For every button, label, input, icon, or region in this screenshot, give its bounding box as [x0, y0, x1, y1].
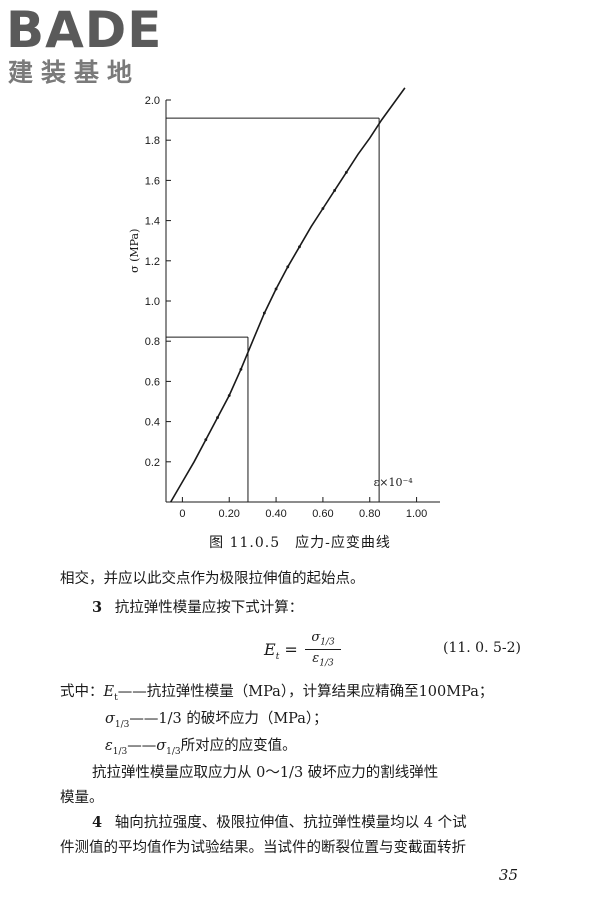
equation-fraction: σ1/3 ε1/3 — [305, 630, 341, 668]
item-4-line2: 件测值的平均值作为试验结果。当试件的断裂位置与变截面转折 — [60, 840, 466, 856]
y-tick-label: 0.4 — [145, 417, 160, 429]
equation-number: (11. 0. 5-2) — [443, 640, 521, 656]
data-point — [239, 367, 243, 371]
x-tick-label: 0.80 — [359, 508, 380, 520]
item-4-line1: 4 轴向抗拉强度、极限拉伸值、抗拉弹性模量均以 4 个试 — [92, 814, 467, 831]
y-tick-label: 0.2 — [145, 457, 160, 469]
watermark-logo: BADE 建装基地 — [6, 2, 186, 88]
paragraph-continuation: 相交，并应以此交点作为极限拉伸值的起始点。 — [60, 571, 365, 587]
data-point — [286, 265, 290, 269]
y-tick-label: 0.6 — [145, 376, 160, 388]
stress-strain-chart: 0.2 0.4 0.6 0.8 1.0 1.2 1.4 1.6 1.8 2.0 0 0.20 0.40 0… — [128, 87, 440, 520]
logo-subtitle: 建装基地 — [8, 58, 141, 87]
data-point — [344, 170, 348, 174]
item-4-number: 4 — [92, 814, 103, 831]
x-tick-label: 0.20 — [219, 508, 240, 520]
equation-11-0-5-2: Et = σ1/3 ε1/3 (11. 0. 5-2) — [0, 630, 600, 674]
data-point — [204, 438, 208, 442]
x-tick-label: 0.60 — [312, 508, 333, 520]
data-point — [298, 245, 301, 249]
y-tick-label: 1.4 — [145, 216, 160, 228]
y-tick-label: 1.8 — [145, 135, 160, 147]
definition-sigma: σ1/3——1/3 的破坏应力（MPa）； — [105, 711, 328, 730]
x-axis-label: ε×10⁻⁴ — [374, 476, 414, 489]
y-tick-label: 1.0 — [145, 296, 160, 308]
paragraph-secant-line1: 抗拉弹性模量应取应力从 0～1/3 破坏应力的割线弹性 — [92, 765, 439, 781]
definition-epsilon: ε1/3——σ1/3所对应的应变值。 — [105, 738, 297, 757]
x-tick-label: 0 — [179, 508, 185, 520]
logo-wordmark: BADE — [6, 1, 163, 59]
equation-numerator: σ1/3 — [305, 630, 341, 650]
y-tick-label: 1.6 — [145, 175, 160, 187]
data-point — [321, 207, 325, 210]
paragraph-secant-line2: 模量。 — [60, 790, 104, 806]
x-tick-label: 0.40 — [265, 508, 286, 520]
definition-et: 式中：Et——抗拉弹性模量（MPa），计算结果应精确至100MPa； — [60, 684, 494, 703]
data-point — [227, 394, 231, 397]
equation-lhs: Et = — [264, 640, 298, 663]
item-3-number: 3 — [92, 599, 103, 616]
data-point — [333, 189, 337, 192]
x-tick-label: 1.00 — [406, 508, 427, 520]
y-tick-label: 0.8 — [145, 336, 160, 348]
page-number: 35 — [498, 866, 518, 884]
data-point — [216, 416, 219, 419]
data-point — [262, 311, 266, 315]
figure-caption: 图 11.0.5 应力-应变曲线 — [209, 535, 391, 551]
item-3: 3 抗拉弹性模量应按下式计算： — [92, 597, 303, 619]
item-3-text: 抗拉弹性模量应按下式计算： — [114, 600, 304, 616]
y-tick-label: 2.0 — [145, 95, 160, 107]
data-point — [274, 287, 278, 291]
equation-denominator: ε1/3 — [312, 650, 334, 669]
y-axis-label: σ (MPa) — [128, 229, 141, 273]
y-tick-label: 1.2 — [145, 256, 160, 268]
